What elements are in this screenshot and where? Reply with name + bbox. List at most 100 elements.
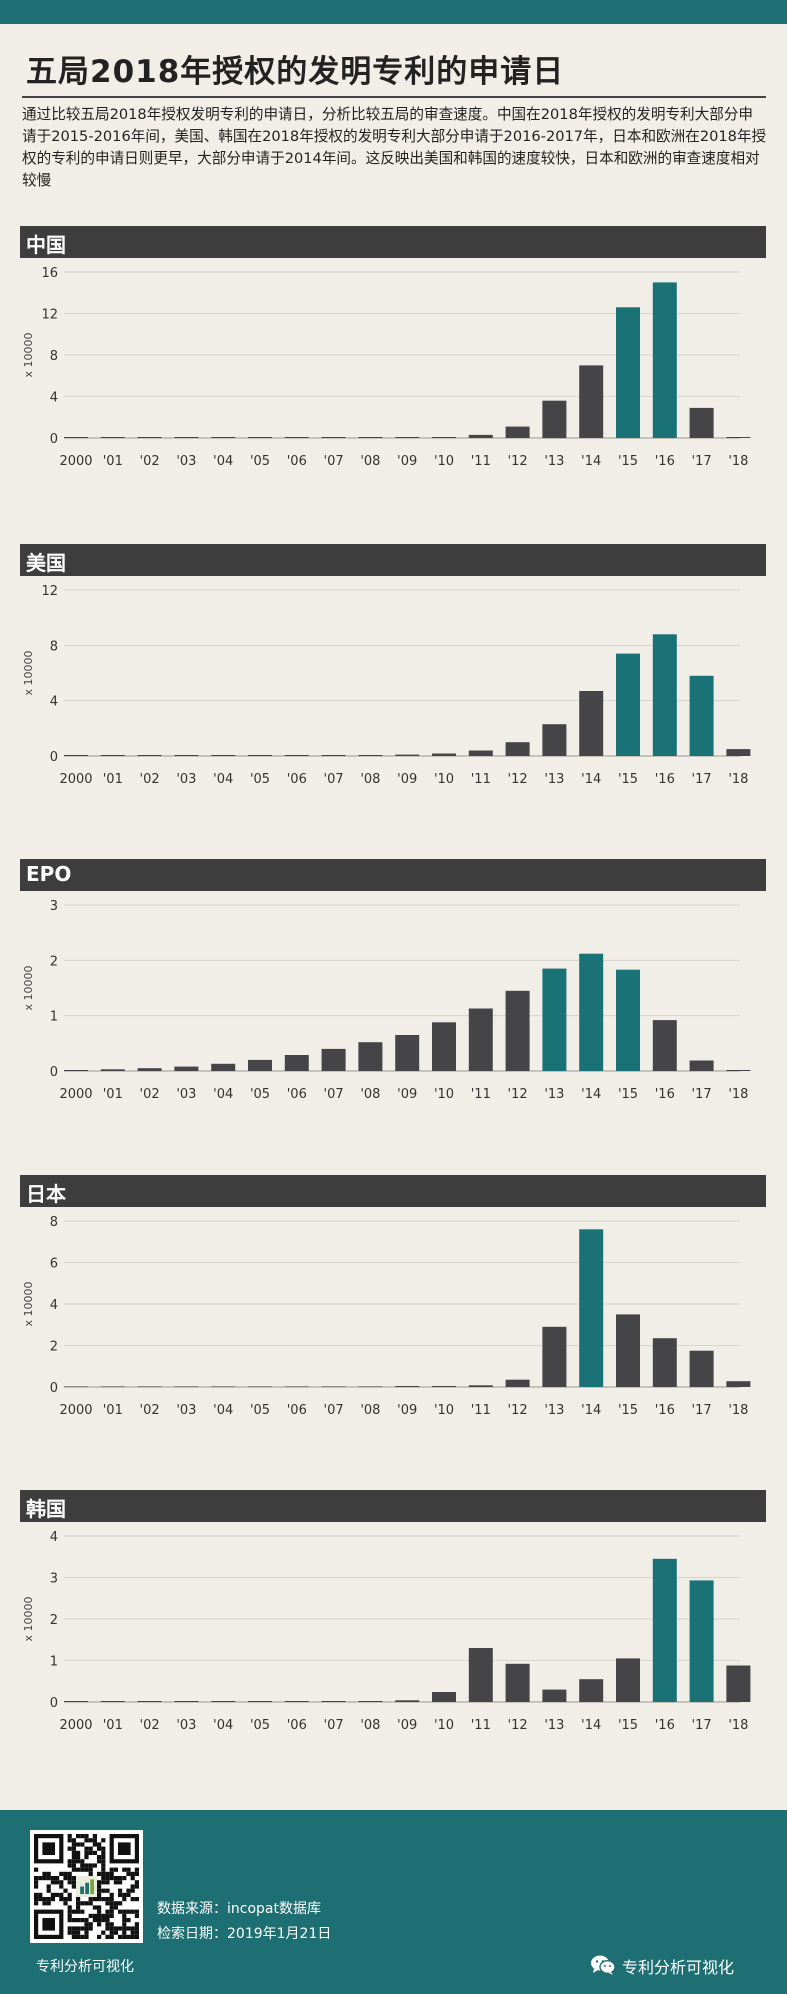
bar bbox=[137, 1386, 162, 1387]
x-tick-label: '17 bbox=[692, 1403, 712, 1418]
bar-chart-china: 0 4 8 12 16 x 10000 2000 '01 '02 '03 '04 '05 '06 '07 '… bbox=[22, 266, 751, 469]
qr-module bbox=[113, 1901, 118, 1906]
panel-title: 韩国 bbox=[26, 1497, 66, 1521]
qr-module bbox=[34, 1880, 39, 1885]
qr-module bbox=[105, 1897, 110, 1902]
qr-module bbox=[63, 1871, 68, 1876]
panel-header: 中国 bbox=[20, 226, 766, 258]
bar bbox=[64, 1386, 88, 1387]
qr-module bbox=[130, 1930, 135, 1935]
bar bbox=[395, 1035, 420, 1071]
x-tick-label: '12 bbox=[508, 1718, 528, 1733]
qr-module bbox=[122, 1867, 127, 1872]
qr-module bbox=[130, 1897, 135, 1902]
x-tick-label: '08 bbox=[360, 1087, 380, 1102]
qr-module bbox=[92, 1918, 97, 1923]
qr-module bbox=[101, 1850, 106, 1855]
qr-module bbox=[134, 1913, 139, 1918]
y-tick-label: 2 bbox=[50, 1340, 58, 1355]
qr-module bbox=[101, 1871, 106, 1876]
qr-module bbox=[42, 1897, 47, 1902]
bar bbox=[579, 1229, 604, 1387]
qr-module bbox=[105, 1901, 110, 1906]
x-tick-label: '05 bbox=[250, 1403, 270, 1418]
qr-module bbox=[113, 1880, 118, 1885]
x-tick-label: '07 bbox=[324, 454, 344, 469]
qr-module bbox=[67, 1905, 72, 1910]
qr-module bbox=[97, 1909, 102, 1914]
qr-module bbox=[97, 1888, 102, 1893]
qr-module bbox=[105, 1913, 110, 1918]
qr-module bbox=[122, 1922, 127, 1927]
x-tick-label: '10 bbox=[434, 1718, 454, 1733]
qr-module bbox=[134, 1909, 139, 1914]
qr-module bbox=[88, 1897, 93, 1902]
x-tick-label: '09 bbox=[397, 1087, 417, 1102]
qr-module bbox=[76, 1859, 81, 1864]
qr-module bbox=[50, 1892, 55, 1897]
bar bbox=[137, 755, 162, 756]
qr-module bbox=[122, 1876, 127, 1881]
qr-module bbox=[126, 1926, 131, 1931]
qr-module bbox=[97, 1871, 102, 1876]
bar bbox=[432, 1692, 456, 1702]
x-tick-label: '11 bbox=[471, 772, 491, 787]
y-axis-label: x 10000 bbox=[22, 332, 35, 377]
qr-module bbox=[67, 1834, 72, 1839]
qr-module bbox=[46, 1897, 51, 1902]
x-tick-label: '18 bbox=[728, 1718, 748, 1733]
bar bbox=[652, 1558, 677, 1702]
y-tick-label: 0 bbox=[50, 1696, 58, 1711]
qr-module bbox=[34, 1897, 39, 1902]
qr-module bbox=[71, 1850, 76, 1855]
wechat-icon bbox=[591, 1955, 616, 1975]
bar-chart-japan: 0 2 4 6 8 x 10000 2000 '01 '02 '03 '04 '05 '06 '07 '08… bbox=[22, 1215, 751, 1418]
x-tick-label: '10 bbox=[434, 1087, 454, 1102]
qr-module bbox=[126, 1888, 131, 1893]
qr-logo bbox=[80, 1886, 84, 1895]
panel-title: 中国 bbox=[26, 233, 66, 257]
y-tick-label: 3 bbox=[50, 1572, 58, 1587]
bar bbox=[284, 1386, 309, 1387]
qr-module bbox=[88, 1913, 93, 1918]
x-tick-label: '05 bbox=[250, 772, 270, 787]
qr-module bbox=[38, 1876, 43, 1881]
qr-module bbox=[76, 1926, 81, 1931]
qr-module bbox=[122, 1926, 127, 1931]
qr-module bbox=[126, 1934, 131, 1939]
bar bbox=[689, 1350, 714, 1387]
qr-module bbox=[92, 1905, 97, 1910]
qr-module bbox=[113, 1905, 118, 1910]
y-tick-label: 4 bbox=[50, 1530, 58, 1545]
qr-module bbox=[76, 1867, 81, 1872]
y-tick-label: 0 bbox=[50, 750, 58, 765]
qr-module bbox=[118, 1926, 123, 1931]
qr-module bbox=[97, 1859, 102, 1864]
qr-module bbox=[67, 1846, 72, 1851]
page-title: 五局2018年授权的发明专利的申请日 bbox=[26, 54, 565, 90]
qr-module bbox=[59, 1884, 64, 1889]
bar bbox=[248, 1059, 272, 1071]
x-tick-label: '11 bbox=[471, 1087, 491, 1102]
x-tick-label: '03 bbox=[176, 454, 196, 469]
bar bbox=[284, 1055, 309, 1071]
qr-code-icon[interactable] bbox=[30, 1830, 143, 1943]
qr-module bbox=[84, 1846, 89, 1851]
qr-module bbox=[113, 1930, 118, 1935]
x-tick-label: '01 bbox=[103, 1403, 123, 1418]
x-tick-label: '03 bbox=[176, 1403, 196, 1418]
qr-module bbox=[84, 1922, 89, 1927]
qr-module bbox=[118, 1934, 123, 1939]
qr-module bbox=[97, 1855, 102, 1860]
qr-module bbox=[88, 1901, 93, 1906]
x-tick-label: '04 bbox=[213, 772, 233, 787]
bar bbox=[211, 1063, 236, 1071]
qr-module bbox=[97, 1884, 102, 1889]
qr-module bbox=[88, 1926, 93, 1931]
qr-module bbox=[97, 1846, 102, 1851]
x-tick-label: '12 bbox=[508, 1403, 528, 1418]
qr-module bbox=[92, 1842, 97, 1847]
qr-module bbox=[67, 1863, 72, 1868]
wechat-account[interactable]: 专利分析可视化 bbox=[590, 1952, 780, 1977]
bar bbox=[211, 1386, 236, 1387]
